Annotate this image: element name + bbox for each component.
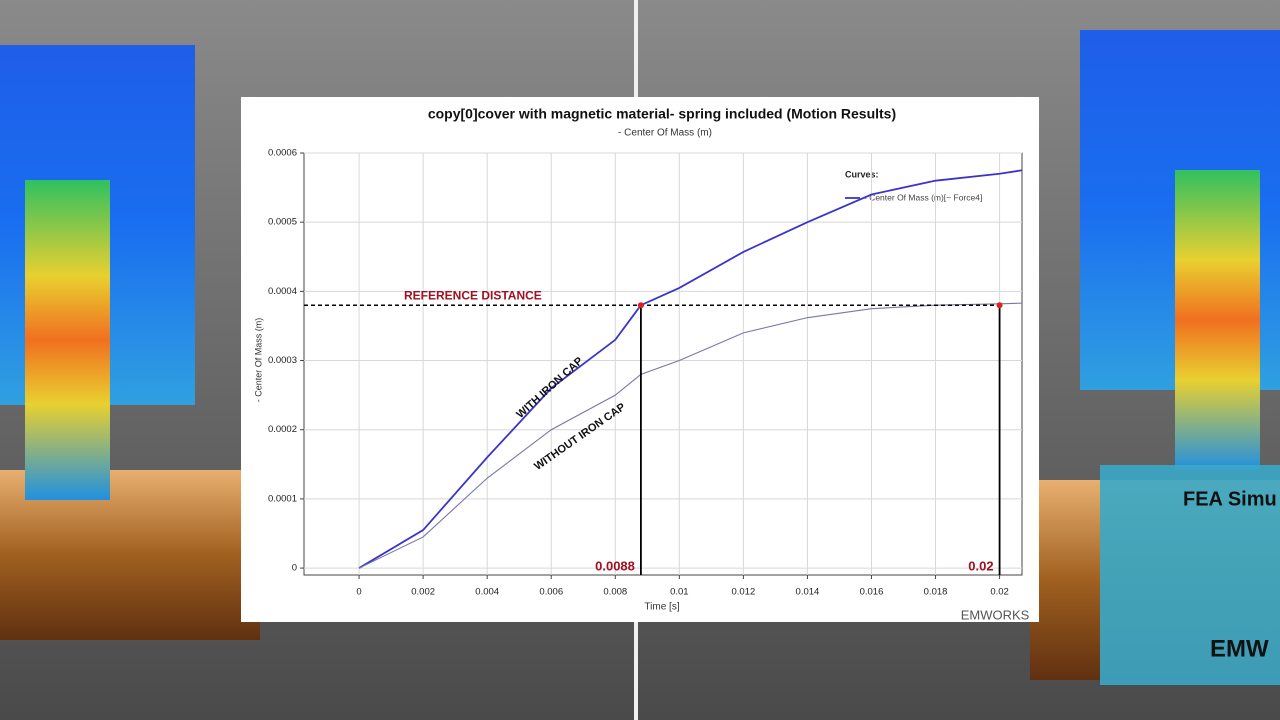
x-tick-label: 0.002 xyxy=(411,587,435,598)
y-tick-label: 0.0003 xyxy=(268,355,297,366)
chart-subtitle: - Center Of Mass (m) xyxy=(618,128,712,139)
banner-text: FEA Simu xyxy=(1183,488,1277,510)
x-tick-label: 0.012 xyxy=(731,587,755,598)
x-tick-label: 0 xyxy=(356,587,361,598)
x-tick-label: 0.014 xyxy=(796,587,820,598)
marker-label: 0.02 xyxy=(968,558,993,573)
x-axis-label: Time [s] xyxy=(644,602,679,613)
x-tick-label: 0.006 xyxy=(539,587,563,598)
marker-label: 0.0088 xyxy=(595,558,635,573)
banner-text: EMW xyxy=(1210,635,1269,662)
y-tick-label: 0.0005 xyxy=(268,217,297,228)
legend-label: - Center Of Mass (m)[~ Force4] xyxy=(864,192,982,202)
left-core xyxy=(25,180,110,500)
reference-label: REFERENCE DISTANCE xyxy=(404,288,542,302)
x-tick-label: 0.004 xyxy=(475,587,499,598)
x-tick-label: 0.016 xyxy=(860,587,884,598)
x-tick-label: 0.01 xyxy=(670,587,689,598)
y-tick-label: 0.0006 xyxy=(268,148,297,159)
y-axis-label: - Center Of Mass (m) xyxy=(253,318,263,403)
right-core xyxy=(1175,170,1260,470)
y-tick-label: 0 xyxy=(292,563,297,574)
x-tick-label: 0.008 xyxy=(603,587,627,598)
data-line xyxy=(358,169,1023,569)
x-tick-label: 0.018 xyxy=(924,587,948,598)
y-tick-label: 0.0002 xyxy=(268,424,297,435)
watermark: EMWORKS xyxy=(961,607,1030,622)
banner xyxy=(1100,465,1280,685)
plot-area xyxy=(303,152,1023,576)
x-tick-label: 0.02 xyxy=(990,587,1009,598)
marker-point xyxy=(637,302,644,309)
chart-title: copy[0]cover with magnetic material- spr… xyxy=(428,106,896,122)
y-tick-label: 0.0004 xyxy=(268,286,297,297)
y-tick-label: 0.0001 xyxy=(268,493,297,504)
legend-title: Curves: xyxy=(845,169,879,179)
marker-point xyxy=(996,302,1003,309)
